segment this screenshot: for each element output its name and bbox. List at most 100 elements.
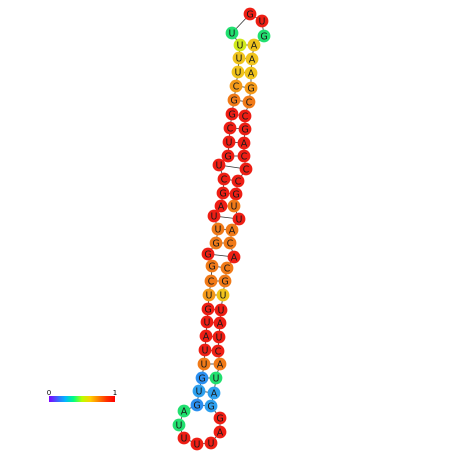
nucleotide-circle: [244, 66, 258, 80]
nucleotide-circle: [238, 122, 252, 136]
nucleotide-bottom-loop: U: [190, 437, 204, 451]
nucleotide-bottom-loop: G: [213, 411, 227, 425]
nucleotide-circle: [177, 431, 191, 445]
nucleotide-5p-strand: U: [200, 315, 214, 329]
nucleotide-circle: [213, 411, 227, 425]
nucleotide-letter: C: [235, 176, 242, 187]
nucleotide-letter: G: [219, 188, 226, 199]
nucleotide-circle: [227, 250, 241, 264]
color-scale-legend: 0 1: [47, 389, 117, 402]
nucleotide-3p-strand: A: [247, 38, 261, 51]
nucleotide-letter: A: [217, 318, 224, 329]
nucleotide-3p-strand: A: [213, 357, 227, 371]
nucleotide-circle: [197, 357, 211, 371]
nucleotide-letter: C: [243, 164, 250, 175]
nucleotide-hairpin-loop: G: [257, 29, 271, 43]
nucleotide-circle: [238, 109, 252, 123]
nucleotide-5p-strand: U: [198, 343, 212, 357]
nucleotide-circle: [204, 274, 218, 288]
nucleotide-circle: [214, 303, 228, 317]
nucleotide-5p-strand: C: [223, 121, 237, 135]
nucleotide-3p-strand: G: [218, 274, 232, 288]
nucleotide-circle: [227, 93, 241, 107]
nucleotide-3p-strand: C: [237, 149, 251, 163]
nucleotide-letter: G: [260, 31, 267, 42]
nucleotide-letter: U: [236, 214, 243, 225]
nucleotide-circle: [237, 136, 251, 150]
nucleotide-circle: [223, 236, 237, 250]
nucleotide-letter: U: [237, 40, 244, 51]
nucleotide-letter: C: [233, 81, 240, 92]
nucleotide-circle: [222, 135, 236, 149]
nucleotide-circle: [216, 288, 230, 302]
nucleotide-5p-strand: C: [229, 79, 243, 93]
nucleotide-3p-strand: C: [220, 261, 234, 275]
nucleotide-circle: [216, 186, 230, 200]
nucleotide-circle: [204, 399, 218, 413]
nucleotide-circle: [237, 149, 251, 163]
nucleotide-letter: U: [181, 433, 188, 444]
nucleotide-circle: [199, 329, 213, 343]
nucleotide-5p-strand: U: [231, 65, 245, 79]
nucleotide-circle: [239, 162, 253, 176]
nucleotide-circle: [198, 343, 212, 357]
nucleotide-letter: C: [227, 123, 234, 134]
nucleotide-3p-strand: G: [244, 81, 258, 95]
nucleotide-letter: A: [181, 406, 188, 417]
nucleotide-bottom-loop: U: [204, 436, 218, 450]
nucleotide-letter: U: [194, 439, 201, 450]
nucleotide-circle: [217, 172, 231, 186]
nucleotide-letter: A: [251, 40, 258, 51]
nucleotide-circle: [257, 29, 271, 43]
nucleotide-circle: [218, 274, 232, 288]
scale-max-label: 1: [113, 389, 117, 397]
nucleotide-circle: [255, 14, 269, 28]
nucleotide-circle: [223, 121, 237, 135]
nucleotide-circle: [201, 302, 215, 316]
nucleotide-5p-strand: G: [201, 247, 215, 261]
nucleotide-5p-strand: U: [212, 158, 226, 172]
nucleotide-circle: [225, 26, 239, 40]
nucleotide-letter: U: [216, 332, 223, 343]
nucleotide-5p-strand: U: [207, 209, 221, 223]
nucleotide-3p-strand: U: [216, 288, 230, 302]
nucleotide-circle: [204, 436, 218, 450]
nucleotide-letter: G: [207, 401, 214, 412]
nucleotide-letter: U: [206, 290, 213, 301]
nucleotide-circle: [209, 236, 223, 250]
nucleotide-3p-strand: C: [239, 162, 253, 176]
nucleotide-circle: [190, 398, 204, 412]
nucleotide-letter: A: [203, 331, 210, 342]
nucleotide-5p-strand: C: [204, 274, 218, 288]
nucleotide-letter: U: [201, 359, 208, 370]
nucleotide-letter: C: [208, 276, 215, 287]
nucleotide-letter: A: [217, 427, 224, 438]
nucleotide-5p-strand: U: [211, 222, 225, 236]
nucleotide-letter: G: [230, 95, 237, 106]
nucleotide-letter: U: [213, 373, 220, 384]
nucleotide-letter: U: [235, 67, 242, 78]
nucleotide-letter: A: [211, 388, 218, 399]
nucleotide-circle: [232, 212, 246, 226]
nucleotide-3p-strand: A: [244, 66, 258, 80]
nucleotide-circle: [211, 344, 225, 358]
nucleotide-letter: G: [221, 276, 228, 287]
nucleotide-letter: U: [231, 201, 238, 212]
nucleotide-letter: C: [215, 346, 222, 357]
nucleotide-circle: [225, 107, 239, 121]
nucleotide-circle: [213, 357, 227, 371]
nucleotide-3p-strand: C: [238, 109, 252, 123]
nucleotide-letter: G: [198, 373, 205, 384]
nucleotide-5p-strand: G: [205, 259, 219, 273]
nucleotide-circle: [244, 81, 258, 95]
nucleotide-letter: U: [236, 53, 243, 64]
nucleotide-letter: U: [229, 28, 236, 39]
nucleotide-5p-strand: A: [199, 329, 213, 343]
nucleotide-3p-strand: G: [238, 122, 252, 136]
nucleotide-circle: [195, 371, 209, 385]
nucleotide-letter: G: [224, 151, 231, 162]
nucleotide-5p-strand: C: [217, 172, 231, 186]
nucleotide-circle: [212, 158, 226, 172]
nucleotide-3p-strand: A: [245, 52, 259, 66]
